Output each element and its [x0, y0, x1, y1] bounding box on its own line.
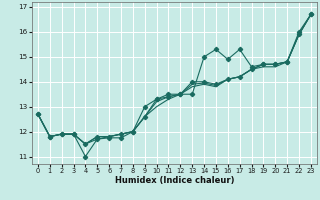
X-axis label: Humidex (Indice chaleur): Humidex (Indice chaleur) [115, 176, 234, 185]
